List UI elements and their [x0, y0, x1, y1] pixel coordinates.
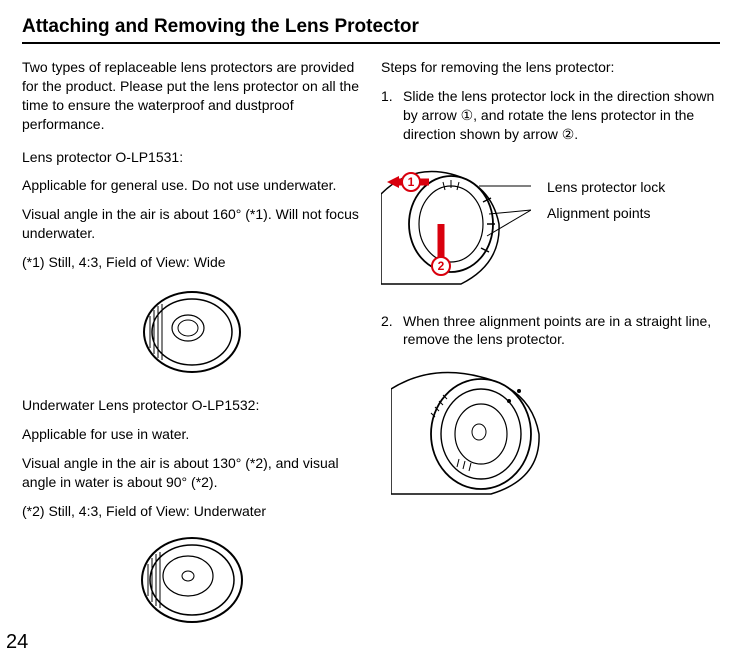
lp1-note: (*1) Still, 4:3, Field of View: Wide	[22, 253, 361, 272]
steps-list-2: When three alignment points are in a str…	[381, 312, 720, 350]
page-number: 24	[6, 631, 28, 654]
lp2-name: Underwater Lens protector O-LP1532:	[22, 396, 361, 415]
figure-labels: Lens protector lock Alignment points	[547, 174, 665, 227]
steps-intro: Steps for removing the lens protector:	[381, 58, 720, 77]
svg-text:1: 1	[408, 175, 415, 189]
lp1-use: Applicable for general use. Do not use u…	[22, 176, 361, 195]
svg-text:2: 2	[438, 259, 445, 273]
lp2-note: (*2) Still, 4:3, Field of View: Underwat…	[22, 502, 361, 521]
label-align: Alignment points	[547, 200, 665, 227]
left-column: Two types of replaceable lens protectors…	[22, 58, 361, 644]
lens-remove-diagram-icon	[391, 359, 561, 499]
lp1-name: Lens protector O-LP1531:	[22, 148, 361, 167]
two-column-layout: Two types of replaceable lens protectors…	[22, 58, 720, 644]
page-title: Attaching and Removing the Lens Protecto…	[22, 16, 720, 44]
step-2: When three alignment points are in a str…	[381, 312, 720, 350]
step2-figure	[391, 359, 720, 499]
label-lock: Lens protector lock	[547, 174, 665, 201]
lp1-diagram	[22, 282, 361, 382]
right-column: Steps for removing the lens protector: S…	[381, 58, 720, 644]
step1-figure: 1 2 Lens protector lock Alignment points	[381, 154, 720, 294]
intro-text: Two types of replaceable lens protectors…	[22, 58, 361, 134]
lp2-use: Applicable for use in water.	[22, 425, 361, 444]
lens-lock-diagram-icon: 1 2	[381, 154, 531, 294]
lp2-diagram	[22, 530, 361, 630]
step-1: Slide the lens protector lock in the dir…	[381, 87, 720, 144]
lens-protector-icon	[132, 282, 252, 382]
steps-list: Slide the lens protector lock in the dir…	[381, 87, 720, 144]
underwater-lens-protector-icon	[132, 530, 252, 630]
lp2-angle: Visual angle in the air is about 130° (*…	[22, 454, 361, 492]
lp1-angle: Visual angle in the air is about 160° (*…	[22, 205, 361, 243]
